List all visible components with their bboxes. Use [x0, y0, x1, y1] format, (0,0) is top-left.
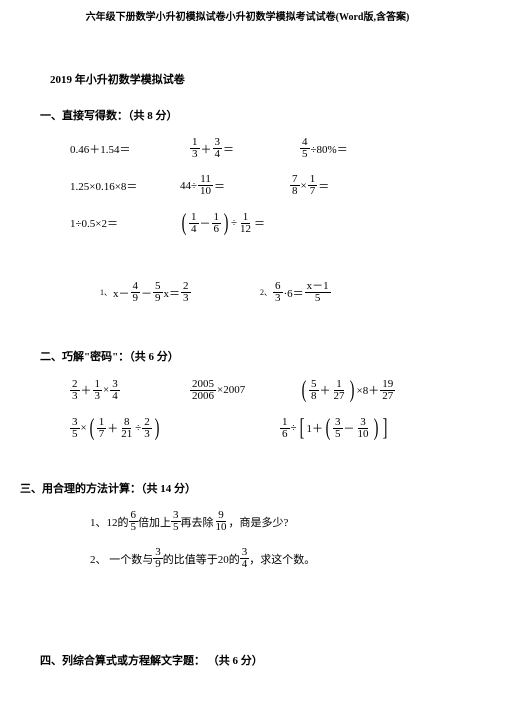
expr-3a: 1÷0.5×2＝ — [70, 215, 180, 231]
expr-3b: ( 14 － 16 ) ÷ 112 ＝ — [180, 211, 265, 235]
s2-row-1: 23 ＋ 13 × 34 20052006 ×2007 ( 58 ＋ 127 )… — [70, 378, 455, 402]
exam-subtitle: 2019 年小升初数学模拟试卷 — [50, 71, 455, 87]
s2-row-2: 35 × ( 17 ＋ 821 ÷ 23 ) 16 ÷ [ 1＋ ( 35 － … — [70, 416, 455, 440]
s2-expr-2a: 35 × ( 17 ＋ 821 ÷ 23 ) — [70, 416, 280, 440]
section-3-header: 三、用合理的方法计算：（共 14 分） — [20, 480, 455, 496]
calc-row-3: 1÷0.5×2＝ ( 14 － 16 ) ÷ 112 ＝ — [70, 211, 455, 235]
document-title: 六年级下册数学小升初模拟试卷小升初数学模拟考试试卷(Word版,含答案) — [40, 8, 455, 23]
calc-row-2: 1.25×0.16×8＝ 44÷ 1110 ＝ 78 × 17 ＝ — [70, 174, 455, 197]
section-2-header: 二、巧解"密码"：（共 6 分） — [40, 348, 455, 364]
s2-expr-1a: 23 ＋ 13 × 34 — [70, 379, 190, 402]
section-1-header: 一、直接写得数：（共 8 分） — [40, 107, 455, 123]
word-problem-2: 2、 一个数与 39 的比值等于20的 34 ，求这个数。 — [90, 547, 455, 570]
s2-expr-2b: 16 ÷ [ 1＋ ( 35 － 310 ) ] — [280, 416, 389, 440]
expr-2b: 44÷ 1110 ＝ — [180, 174, 290, 197]
expr-1a: 0.46＋1.54＝ — [70, 141, 190, 157]
expr-1c: 45 ÷80%＝ — [300, 137, 348, 160]
equation-2: 2、 63 ·6＝ x－15 — [260, 281, 331, 304]
expr-2c: 78 × 17 ＝ — [290, 174, 329, 197]
section-4-header: 四、列综合算式或方程解文字题： （共 6 分） — [40, 652, 455, 668]
word-problem-1: 1、12的 65 倍加上 35 再去除 910 ，商是多少? — [90, 510, 455, 533]
s2-expr-1b: 20052006 ×2007 — [190, 379, 300, 402]
expr-2a: 1.25×0.16×8＝ — [70, 178, 180, 194]
s2-expr-1c: ( 58 ＋ 127 ) ×8＋ 1927 — [300, 378, 395, 402]
equation-1: 1、 x－ 49 － 59 x＝ 23 — [100, 281, 260, 304]
calc-row-1: 0.46＋1.54＝ 13 ＋ 34 ＝ 45 ÷80%＝ — [70, 137, 455, 160]
expr-1b: 13 ＋ 34 ＝ — [190, 137, 300, 160]
equation-row: 1、 x－ 49 － 59 x＝ 23 2、 63 ·6＝ x－15 — [100, 281, 455, 304]
